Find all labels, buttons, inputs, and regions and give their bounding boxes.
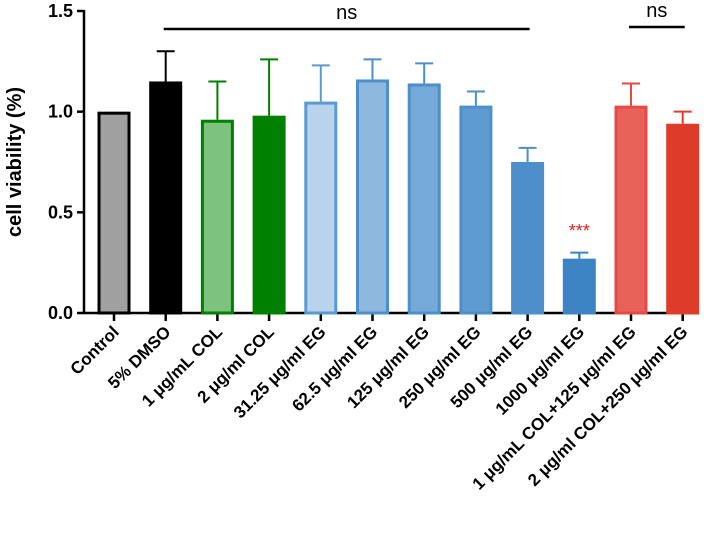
y-tick-label: 1.0	[48, 102, 73, 122]
annotations: ns ns ***	[163, 0, 685, 241]
bars	[97, 50, 700, 315]
bar	[356, 79, 389, 315]
y-tick-label: 0.5	[48, 202, 73, 222]
ns-label-right: ns	[646, 0, 667, 22]
bar	[252, 115, 286, 315]
bar	[666, 123, 700, 315]
bar	[511, 162, 545, 315]
bar	[459, 105, 493, 315]
x-tick-label: 1000 μg/ml EG	[492, 322, 588, 418]
bar	[200, 119, 234, 315]
bar	[562, 258, 596, 315]
bar	[149, 81, 183, 315]
y-tick-label: 1.5	[48, 1, 73, 21]
bar	[407, 83, 441, 315]
ns-label-left: ns	[336, 2, 357, 24]
significance-stars: ***	[569, 221, 590, 241]
x-tick-label: 31.25 μg/ml EG	[230, 322, 330, 422]
y-axis-label: cell viability (%)	[4, 87, 26, 237]
y-tick-label: 0.0	[48, 303, 73, 323]
bar	[304, 101, 338, 315]
bar	[614, 105, 648, 315]
bar	[97, 111, 131, 315]
